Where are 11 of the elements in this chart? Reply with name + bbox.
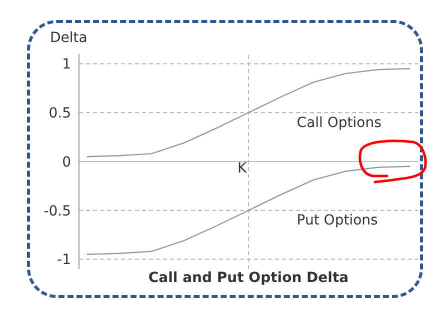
y-tick-label: 0 bbox=[62, 154, 71, 170]
y-axis-title: Delta bbox=[50, 30, 88, 46]
line-series bbox=[86, 68, 411, 158]
y-tick-label: -1 bbox=[57, 252, 71, 268]
series-label: Put Options bbox=[296, 212, 378, 229]
text: Call and Put Option Delta bbox=[147, 270, 350, 286]
y-tick-label: -0.5 bbox=[44, 203, 71, 220]
y-tick-label: 0.5 bbox=[48, 106, 71, 122]
text: K bbox=[238, 160, 247, 176]
series-label: Call Options bbox=[296, 115, 382, 131]
y-tick-label: 1 bbox=[62, 56, 71, 73]
